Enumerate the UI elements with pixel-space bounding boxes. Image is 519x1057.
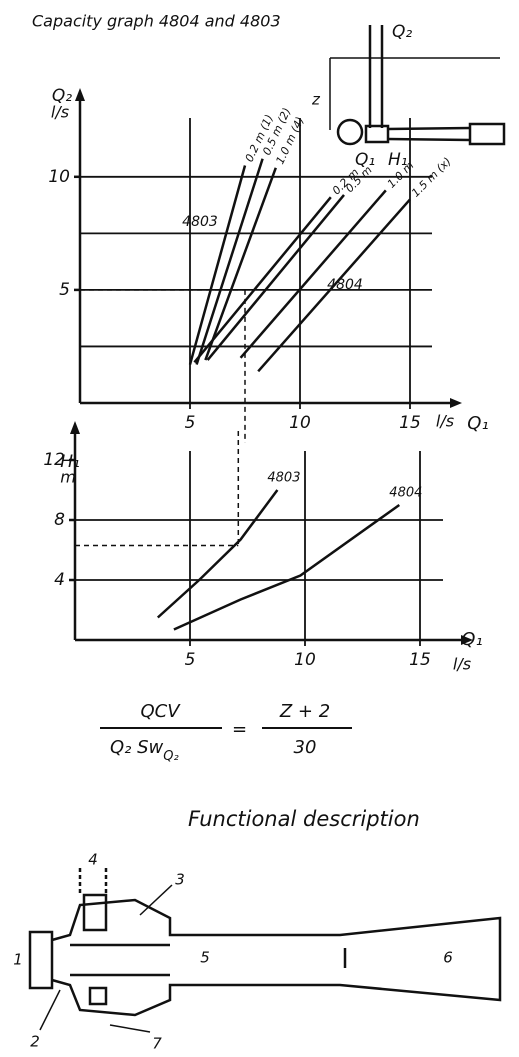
- x-axis-unit: l/s: [436, 412, 454, 431]
- axis-arrow: [70, 421, 80, 434]
- nozzle-body: [51, 898, 502, 1017]
- height-label: z: [311, 91, 321, 109]
- formula-operator: =: [232, 719, 247, 740]
- leader: [109, 1024, 151, 1033]
- flange: [28, 930, 54, 990]
- inlet-label: Q₁: [355, 150, 375, 170]
- page-title: Capacity graph 4804 and 4803: [32, 12, 281, 31]
- part-label: 6: [443, 949, 453, 967]
- axis-arrow: [75, 88, 85, 101]
- y-tick-label: 8: [54, 510, 65, 530]
- annotation: 4803: [182, 214, 218, 230]
- y-tick-label: 10: [48, 167, 70, 187]
- formula-term: QCV: [140, 701, 181, 722]
- leader: [139, 884, 173, 916]
- x-axis-label: Q₁: [467, 413, 488, 434]
- port: [88, 986, 108, 1006]
- formula-term: 30: [294, 737, 317, 758]
- schematic: Q₂ z Q₁ H₁: [311, 22, 506, 170]
- x-tick-label: 5: [185, 413, 196, 433]
- y-axis-label: Q₂: [52, 86, 72, 106]
- axis-arrow: [461, 635, 473, 645]
- y-tick-label: 4: [54, 570, 65, 590]
- x-tick-label: 15: [399, 413, 421, 433]
- inlet-pipe: [387, 126, 471, 131]
- y-axis-label: H₁: [60, 452, 80, 472]
- formula-term: Q₂ SwQ₂: [110, 737, 179, 764]
- chart: 4 8 12 5 10 15 H₁m Q₁ l/s 4803 4804: [43, 421, 483, 674]
- inlet-end: [468, 122, 506, 146]
- axis-arrow: [450, 398, 462, 408]
- y-axis-unit: l/s: [51, 103, 69, 122]
- x-tick-label: 15: [409, 650, 431, 670]
- series-line: [188, 165, 247, 365]
- outlet-label: Q₂: [392, 22, 412, 42]
- part-label: 3: [175, 871, 185, 889]
- y-tick-label: 12: [43, 450, 65, 470]
- y-axis-unit: m: [60, 468, 76, 487]
- part-label: 2: [30, 1033, 40, 1051]
- part-label: 1: [13, 951, 23, 969]
- part-label: 4: [88, 851, 98, 869]
- x-tick-label: 5: [185, 650, 196, 670]
- y-tick-label: 5: [59, 280, 70, 300]
- series-line: [195, 158, 264, 365]
- x-tick-label: 10: [289, 413, 311, 433]
- formula-term: Z + 2: [279, 701, 330, 722]
- formula-subscript: Q₂: [163, 749, 178, 764]
- port: [82, 893, 108, 932]
- formula: QCV Q₂ SwQ₂ = Z + 2 30: [100, 701, 352, 764]
- series-label: 4804: [389, 486, 422, 501]
- inlet-pipe: [387, 137, 471, 142]
- x-axis-label: Q₁: [461, 629, 482, 650]
- series-label: 4803: [267, 471, 300, 486]
- formula-term: Q₂ Sw: [110, 737, 164, 758]
- series-line: [239, 189, 387, 359]
- pump: [336, 118, 364, 146]
- head-label: H₁: [388, 150, 408, 170]
- series-line: [206, 194, 345, 361]
- section-title: Functional description: [188, 807, 420, 831]
- series-line: [156, 489, 279, 619]
- annotation: 4804: [327, 277, 363, 293]
- series-line: [204, 167, 277, 361]
- series-line: [193, 196, 332, 364]
- x-axis-unit: l/s: [453, 655, 471, 674]
- series-line: [257, 198, 411, 373]
- fitting: [364, 124, 390, 144]
- nozzle-diagram: [28, 868, 502, 1033]
- series-line: [173, 503, 401, 631]
- leader: [39, 989, 61, 1031]
- part-label: 5: [200, 949, 210, 967]
- part-label: 7: [152, 1035, 162, 1053]
- x-tick-label: 10: [294, 650, 316, 670]
